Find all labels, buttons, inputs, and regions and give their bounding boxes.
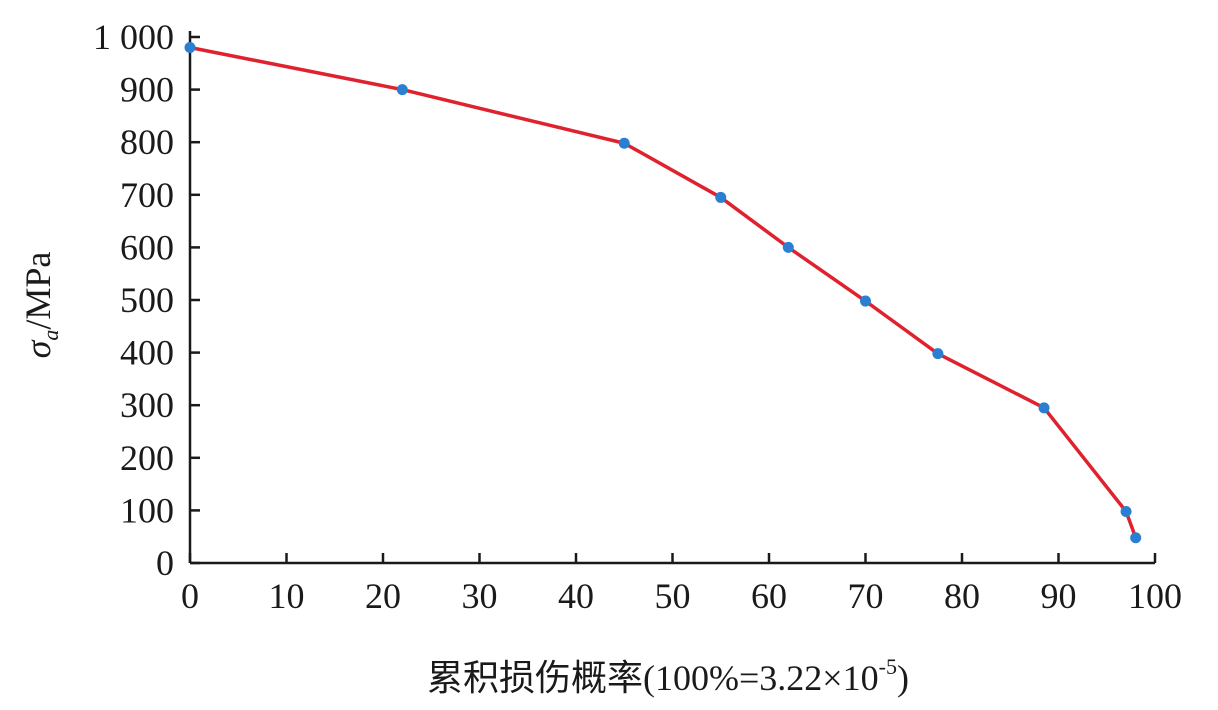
y-tick-label: 900 — [120, 70, 174, 110]
y-axis-label: σa/MPa — [18, 252, 63, 359]
axes — [188, 31, 1157, 565]
x-tick-label: 0 — [181, 576, 199, 616]
x-tick-label: 80 — [944, 576, 980, 616]
y-tick-labels: 0 100 200 300 400 500 600 700 800 900 1 000 — [93, 17, 174, 583]
x-tick-label: 10 — [269, 576, 305, 616]
x-axis-label-main: 累积损伤概率(100%=3.22×10 — [427, 658, 879, 698]
series-group — [184, 42, 1142, 544]
data-point — [618, 137, 630, 149]
y-axis-label-unit: /MPa — [18, 252, 58, 330]
data-point — [396, 84, 408, 96]
data-point — [1038, 402, 1050, 414]
series-line — [189, 45, 1138, 539]
x-axis-label-close: ) — [897, 658, 909, 698]
y-tick-label: 400 — [120, 333, 174, 373]
data-point — [715, 191, 727, 203]
data-point — [860, 295, 871, 307]
y-tick-label: 200 — [120, 438, 174, 478]
y-tick-label: 700 — [120, 175, 174, 215]
x-tick-labels: 0 10 20 30 40 50 60 70 80 90 100 — [181, 576, 1182, 616]
y-tick-label: 500 — [120, 280, 174, 320]
x-tick-label: 50 — [655, 576, 691, 616]
y-axis-label-symbol: σ — [18, 339, 58, 358]
y-tick-label: 600 — [120, 227, 174, 267]
y-tick-label: 300 — [120, 385, 174, 425]
x-tick-label: 70 — [848, 576, 884, 616]
x-tick-label: 100 — [1128, 576, 1182, 616]
data-point — [184, 42, 196, 54]
x-tick-label: 60 — [751, 576, 787, 616]
data-point — [782, 241, 794, 253]
y-axis-label-subscript: a — [38, 330, 63, 341]
y-tick-label: 0 — [156, 543, 174, 583]
data-point — [1120, 505, 1132, 517]
data-point — [1130, 532, 1142, 544]
x-tick-label: 30 — [462, 576, 498, 616]
y-tick-label: 100 — [120, 490, 174, 530]
y-tick-label: 800 — [120, 122, 174, 162]
x-tick-label: 20 — [365, 576, 401, 616]
x-tick-label: 40 — [558, 576, 594, 616]
x-axis-label: 累积损伤概率(100%=3.22×10-5) — [427, 654, 909, 698]
data-point — [932, 348, 944, 360]
x-tick-label: 90 — [1041, 576, 1077, 616]
x-axis-label-superscript: -5 — [879, 654, 897, 679]
y-tick-label: 1 000 — [93, 17, 174, 57]
